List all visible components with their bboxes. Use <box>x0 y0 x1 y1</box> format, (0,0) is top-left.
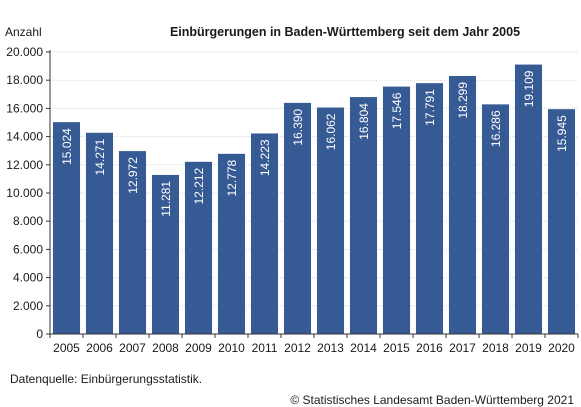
bar-value-label: 16.804 <box>357 103 371 140</box>
bar <box>481 104 510 334</box>
bar <box>250 133 279 334</box>
bar-value-label: 12.778 <box>225 160 239 197</box>
x-tick-label: 2018 <box>482 341 509 355</box>
y-tick-label: 20.000 <box>6 45 43 59</box>
bar-value-label: 14.223 <box>258 139 272 176</box>
bar <box>151 174 180 334</box>
y-tick-label: 2.000 <box>13 299 43 313</box>
x-tick-label: 2019 <box>515 341 542 355</box>
bar-value-label: 16.286 <box>489 110 503 147</box>
y-tick-label: 8.000 <box>13 214 43 228</box>
y-tick-label: 14.000 <box>6 130 43 144</box>
bar <box>514 64 543 334</box>
bar-value-label: 15.024 <box>60 128 74 165</box>
bar <box>118 151 147 334</box>
data-source-note: Datenquelle: Einbürgerungsstatistik. <box>10 372 203 386</box>
x-tick-label: 2007 <box>119 341 146 355</box>
bar <box>316 107 345 334</box>
bar <box>184 161 213 334</box>
bar <box>217 153 246 334</box>
y-tick-label: 16.000 <box>6 101 43 115</box>
y-tick-label: 12.000 <box>6 158 43 172</box>
y-tick-label: 10.000 <box>6 186 43 200</box>
bar <box>448 75 477 334</box>
bar-value-label: 11.281 <box>159 181 173 217</box>
x-tick-label: 2011 <box>252 341 278 355</box>
bar-value-label: 17.791 <box>423 89 437 126</box>
bar-value-label: 18.299 <box>456 82 470 119</box>
bar <box>283 102 312 334</box>
x-tick-label: 2014 <box>350 341 377 355</box>
x-tick-label: 2008 <box>152 341 179 355</box>
bar <box>85 132 114 334</box>
bar-value-label: 17.546 <box>390 92 404 129</box>
bar <box>415 83 444 334</box>
y-tick-label: 0 <box>36 327 43 341</box>
bar <box>52 122 81 335</box>
bar-value-label: 12.212 <box>192 167 206 204</box>
bar-value-label: 16.390 <box>291 109 305 146</box>
bar-value-label: 12.972 <box>126 157 140 194</box>
chart-title: Einbürgerungen in Baden-Württemberg seit… <box>169 25 521 39</box>
bar <box>547 109 576 334</box>
y-tick-label: 18.000 <box>6 73 43 87</box>
y-tick-label: 4.000 <box>13 271 43 285</box>
x-tick-label: 2012 <box>284 341 311 355</box>
x-tick-label: 2016 <box>416 341 443 355</box>
x-tick-label: 2013 <box>317 341 344 355</box>
copyright-note: © Statistisches Landesamt Baden-Württemb… <box>290 393 574 407</box>
x-tick-label: 2006 <box>86 341 113 355</box>
x-tick-label: 2010 <box>218 341 245 355</box>
y-tick-label: 6.000 <box>13 242 43 256</box>
y-axis-label: Anzahl <box>5 25 42 39</box>
bar <box>382 86 411 334</box>
bar-value-label: 14.271 <box>93 138 107 175</box>
x-tick-label: 2015 <box>383 341 410 355</box>
bar-value-label: 16.062 <box>324 113 338 150</box>
bar <box>349 97 378 334</box>
x-tick-label: 2020 <box>548 341 575 355</box>
x-tick-label: 2005 <box>53 341 80 355</box>
x-tick-label: 2017 <box>449 341 476 355</box>
bar-value-label: 19.109 <box>522 70 536 107</box>
bar-value-label: 15.945 <box>555 115 569 152</box>
x-tick-label: 2009 <box>185 341 212 355</box>
